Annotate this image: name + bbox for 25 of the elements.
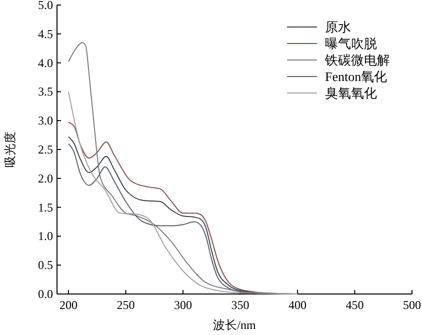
y-tick-label: 1.5	[38, 200, 53, 214]
legend-label: 铁碳微电解	[324, 52, 390, 68]
x-tick-label: 500	[403, 298, 421, 312]
y-tick-label: 0.0	[38, 287, 53, 301]
y-tick-label: 1.0	[38, 229, 53, 244]
y-tick-label: 3.0	[38, 114, 53, 128]
x-axis-title: 波长/nm	[213, 318, 256, 332]
x-tick-label: 200	[59, 298, 78, 312]
legend-label: 臭氧氧化	[325, 86, 377, 100]
legend-label: 原水	[325, 20, 351, 34]
legend-label: Fenton氧化	[325, 69, 388, 84]
y-tick-label: 4.0	[38, 56, 53, 70]
x-tick-label: 250	[116, 298, 135, 312]
y-tick-label: 0.5	[38, 258, 53, 272]
y-tick-label: 4.5	[38, 26, 53, 41]
legend-label: 曝气吹脱	[325, 36, 377, 51]
y-tick-label: 2.0	[38, 171, 53, 186]
x-tick-label: 300	[174, 298, 192, 312]
y-tick-label: 5.0	[38, 0, 53, 12]
y-tick-label: 3.5	[38, 84, 53, 99]
y-axis-title: 吸光度	[3, 132, 17, 168]
x-tick-label: 400	[288, 298, 306, 312]
y-tick-label: 2.5	[38, 142, 53, 156]
x-tick-label: 350	[231, 298, 250, 312]
x-tick-label: 450	[346, 298, 364, 312]
